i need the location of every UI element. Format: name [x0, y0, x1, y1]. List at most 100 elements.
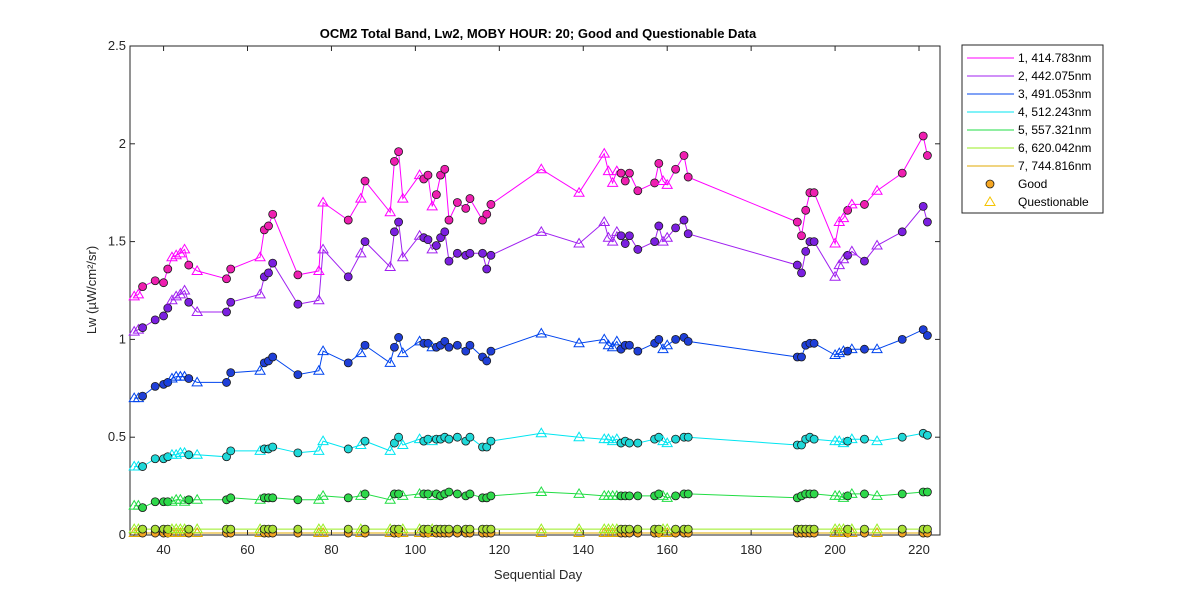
data-point-questionable — [573, 487, 585, 498]
data-point-good — [478, 215, 487, 225]
data-point-good — [226, 368, 236, 378]
data-point-good — [226, 524, 236, 534]
data-point-good — [654, 221, 664, 231]
data-point-questionable — [396, 439, 409, 450]
data-point-good — [897, 334, 907, 344]
x-tick-label: 140 — [572, 542, 594, 557]
data-point-good — [633, 186, 643, 196]
data-point-questionable — [166, 372, 178, 383]
data-point-good — [440, 164, 450, 174]
data-point-good — [461, 346, 471, 356]
marker-layer — [128, 131, 932, 538]
data-point-good — [625, 491, 634, 501]
data-point-questionable — [573, 337, 585, 348]
data-point-good — [184, 495, 194, 505]
data-point-good — [293, 495, 303, 505]
data-point-good — [268, 493, 278, 503]
data-point-good — [792, 217, 802, 227]
data-point-questionable — [845, 523, 858, 534]
data-point-questionable — [384, 444, 397, 455]
data-point-good — [394, 147, 404, 157]
data-point-good — [654, 158, 664, 168]
data-point-good — [390, 227, 399, 237]
data-point-questionable — [178, 243, 191, 254]
data-point-questionable — [535, 485, 548, 496]
data-point-questionable — [598, 216, 611, 227]
data-point-good — [650, 237, 660, 247]
data-point-questionable — [254, 288, 266, 299]
legend-label-3: 3, 491.053nm — [1018, 87, 1091, 101]
data-point-questionable — [871, 184, 883, 195]
data-point-good — [184, 260, 194, 270]
data-point-good — [633, 524, 643, 534]
data-point-questionable — [396, 523, 409, 534]
data-point-questionable — [384, 206, 397, 217]
data-point-questionable — [845, 433, 858, 444]
data-point-questionable — [871, 343, 883, 354]
data-point-questionable — [128, 290, 141, 301]
plot-area — [129, 45, 941, 536]
data-point-good — [897, 524, 907, 534]
data-point-good — [923, 331, 932, 340]
data-point-good — [482, 209, 492, 219]
data-point-good — [360, 176, 370, 186]
data-point-good — [860, 344, 869, 354]
data-point-questionable — [317, 196, 329, 207]
data-point-questionable — [166, 251, 178, 262]
data-point-good — [394, 217, 404, 227]
data-point-good — [226, 446, 236, 456]
data-point-good — [671, 434, 680, 444]
data-point-good — [860, 200, 869, 209]
data-point-good — [343, 358, 353, 368]
data-point-questionable — [573, 237, 585, 248]
data-point-questionable — [354, 247, 367, 258]
data-point-questionable — [191, 264, 204, 275]
data-point-good — [797, 268, 806, 278]
data-point-good — [486, 250, 496, 260]
data-point-good — [897, 168, 907, 178]
data-point-good — [159, 278, 168, 288]
data-point-questionable — [191, 376, 204, 387]
data-point-questionable — [396, 251, 409, 262]
data-point-good — [360, 436, 370, 446]
data-point-questionable — [178, 284, 191, 295]
data-point-questionable — [845, 487, 858, 498]
data-point-good — [860, 434, 869, 444]
data-point-good — [797, 352, 806, 362]
data-point-good — [616, 231, 626, 241]
y-tick-label: 0 — [119, 527, 126, 542]
data-point-good — [897, 489, 907, 499]
legend-label-good: Good — [1018, 177, 1047, 191]
data-point-questionable — [312, 364, 325, 375]
data-point-good — [452, 524, 462, 534]
data-point-questionable — [396, 192, 409, 203]
data-point-good — [482, 264, 492, 274]
data-point-good — [478, 248, 487, 258]
data-point-good — [444, 342, 454, 352]
data-point-good — [293, 299, 303, 309]
data-point-good — [268, 442, 278, 452]
data-point-questionable — [535, 523, 548, 534]
data-point-good — [482, 442, 492, 452]
axes-box — [129, 45, 941, 536]
data-point-good — [293, 370, 303, 380]
data-point-questionable — [132, 288, 145, 299]
data-point-questionable — [602, 165, 615, 176]
data-point-questionable — [871, 435, 883, 446]
data-point-questionable — [606, 341, 619, 352]
legend-label-1: 1, 414.783nm — [1018, 51, 1091, 65]
data-point-questionable — [535, 427, 548, 438]
data-point-good — [394, 432, 404, 442]
data-point-good — [860, 489, 869, 499]
data-point-questionable — [657, 174, 669, 185]
data-point-good — [343, 444, 353, 454]
data-point-questionable — [396, 489, 409, 500]
data-point-good — [625, 340, 634, 350]
data-point-questionable — [191, 448, 204, 459]
data-point-good — [809, 338, 819, 348]
data-point-good — [683, 229, 693, 239]
chart-title: OCM2 Total Band, Lw2, MOBY HOUR: 20; Goo… — [320, 26, 757, 41]
data-point-good — [138, 503, 147, 513]
x-tick-label: 100 — [405, 542, 427, 557]
data-point-good — [923, 217, 932, 227]
